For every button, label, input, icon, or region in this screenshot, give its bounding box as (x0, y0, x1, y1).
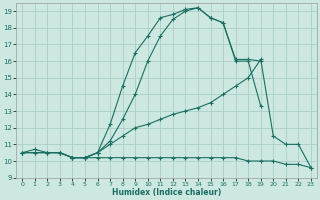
X-axis label: Humidex (Indice chaleur): Humidex (Indice chaleur) (112, 188, 221, 197)
